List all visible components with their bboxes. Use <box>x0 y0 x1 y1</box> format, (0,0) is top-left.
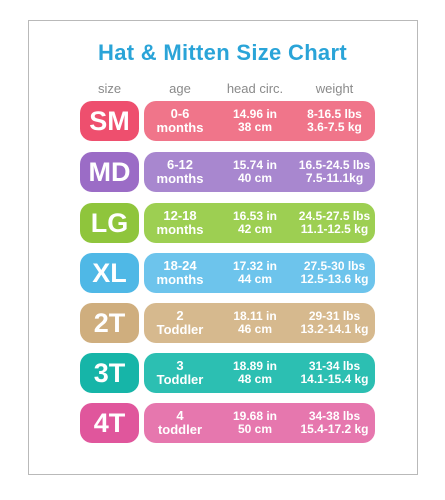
weight-kg: 3.6-7.5 kg <box>307 120 362 134</box>
weight-lbs: 8-16.5 lbs <box>307 107 362 121</box>
weight-lbs: 27.5-30 lbs <box>303 259 366 273</box>
age-value: 6-12 <box>166 157 194 172</box>
header-head-circ: head circ. <box>226 81 284 96</box>
age-unit: months <box>156 272 204 287</box>
head-circ-in: 15.74 in <box>232 158 278 172</box>
header-age: age <box>169 81 191 96</box>
head-circ-cm: 42 cm <box>237 222 273 236</box>
size-badge: XL <box>80 253 139 293</box>
age-value: 3 <box>176 358 184 373</box>
weight-kg: 14.1-15.4 kg <box>300 372 369 386</box>
head-circ-cm: 50 cm <box>237 422 273 436</box>
age-unit: months <box>156 222 204 237</box>
size-row-sm: SM 0-6 months 14.96 in 38 cm 8-16.5 lbs 3.6-7.… <box>80 101 375 141</box>
size-row-xl: XL 18-24 months 17.32 in 44 cm 27.5-30 lbs 12.… <box>80 253 375 293</box>
age-cell: 6-12 months <box>144 152 216 192</box>
weight-kg: 12.5-13.6 kg <box>300 272 369 286</box>
size-badge: 4T <box>80 403 139 443</box>
size-details: 2 Toddler 18.11 in 46 cm 29-31 lbs 13.2-14.1 … <box>144 303 375 343</box>
weight-cell: 34-38 lbs 15.4-17.2 kg <box>294 403 375 443</box>
weight-lbs: 34-38 lbs <box>308 409 361 423</box>
size-details: 6-12 months 15.74 in 40 cm 16.5-24.5 lbs 7.5-… <box>144 152 375 192</box>
size-badge: SM <box>80 101 139 141</box>
size-row-2t: 2T 2 Toddler 18.11 in 46 cm 29-31 lbs 13.2-14.… <box>80 303 375 343</box>
size-row-4t: 4T 4 toddler 19.68 in 50 cm 34-38 lbs 15.4-17.… <box>80 403 375 443</box>
size-badge: MD <box>80 152 139 192</box>
size-badge: 3T <box>80 353 139 393</box>
weight-lbs: 29-31 lbs <box>308 309 361 323</box>
age-cell: 12-18 months <box>144 203 216 243</box>
weight-kg: 13.2-14.1 kg <box>300 322 369 336</box>
weight-cell: 29-31 lbs 13.2-14.1 kg <box>294 303 375 343</box>
weight-kg: 7.5-11.1kg <box>305 171 364 185</box>
head-circ-cm: 48 cm <box>237 372 273 386</box>
age-cell: 4 toddler <box>144 403 216 443</box>
size-badge: LG <box>80 203 139 243</box>
age-unit: months <box>156 120 204 135</box>
age-unit: Toddler <box>156 322 204 337</box>
head-circ-in: 18.11 in <box>233 309 277 323</box>
size-row-3t: 3T 3 Toddler 18.89 in 48 cm 31-34 lbs 14.1-15.… <box>80 353 375 393</box>
head-circ-cm: 40 cm <box>237 171 273 185</box>
head-circ-cm: 44 cm <box>237 272 273 286</box>
head-circ-cell: 18.89 in 48 cm <box>216 353 294 393</box>
size-details: 4 toddler 19.68 in 50 cm 34-38 lbs 15.4-17.2 … <box>144 403 375 443</box>
age-value: 0-6 <box>170 106 190 121</box>
size-details: 18-24 months 17.32 in 44 cm 27.5-30 lbs 12.5-… <box>144 253 375 293</box>
age-cell: 3 Toddler <box>144 353 216 393</box>
size-details: 12-18 months 16.53 in 42 cm 24.5-27.5 lbs 11.… <box>144 203 375 243</box>
weight-kg: 15.4-17.2 kg <box>300 422 369 436</box>
age-value: 4 <box>176 408 184 423</box>
chart-title: Hat & Mitten Size Chart <box>98 40 347 65</box>
size-details: 0-6 months 14.96 in 38 cm 8-16.5 lbs 3.6-7.5 … <box>144 101 375 141</box>
head-circ-cm: 38 cm <box>237 120 273 134</box>
age-value: 2 <box>176 308 184 323</box>
age-cell: 18-24 months <box>144 253 216 293</box>
size-row-md: MD 6-12 months 15.74 in 40 cm 16.5-24.5 lbs 7.… <box>80 152 375 192</box>
age-unit: Toddler <box>156 372 204 387</box>
head-circ-cell: 18.11 in 46 cm <box>216 303 294 343</box>
size-badge: 2T <box>80 303 139 343</box>
header-size: size <box>97 81 122 96</box>
age-cell: 0-6 months <box>144 101 216 141</box>
head-circ-in: 16.53 in <box>232 209 278 223</box>
head-circ-cell: 15.74 in 40 cm <box>216 152 294 192</box>
weight-lbs: 31-34 lbs <box>308 359 361 373</box>
size-details: 3 Toddler 18.89 in 48 cm 31-34 lbs 14.1-15.4 … <box>144 353 375 393</box>
age-cell: 2 Toddler <box>144 303 216 343</box>
weight-cell: 31-34 lbs 14.1-15.4 kg <box>294 353 375 393</box>
chart-frame <box>28 20 418 475</box>
weight-cell: 24.5-27.5 lbs 11.1-12.5 kg <box>294 203 375 243</box>
age-value: 18-24 <box>163 258 197 273</box>
head-circ-in: 18.89 in <box>232 359 278 373</box>
head-circ-cm: 46 cm <box>237 322 273 336</box>
head-circ-in: 19.68 in <box>232 409 278 423</box>
head-circ-cell: 19.68 in 50 cm <box>216 403 294 443</box>
head-circ-cell: 16.53 in 42 cm <box>216 203 294 243</box>
weight-cell: 16.5-24.5 lbs 7.5-11.1kg <box>294 152 375 192</box>
weight-cell: 8-16.5 lbs 3.6-7.5 kg <box>294 101 375 141</box>
weight-cell: 27.5-30 lbs 12.5-13.6 kg <box>294 253 375 293</box>
weight-lbs: 24.5-27.5 lbs <box>298 209 371 223</box>
age-unit: months <box>156 171 204 186</box>
age-value: 12-18 <box>163 208 197 223</box>
size-row-lg: LG 12-18 months 16.53 in 42 cm 24.5-27.5 lbs 1… <box>80 203 375 243</box>
weight-kg: 11.1-12.5 kg <box>300 222 369 236</box>
head-circ-cell: 17.32 in 44 cm <box>216 253 294 293</box>
weight-lbs: 16.5-24.5 lbs <box>298 158 371 172</box>
head-circ-in: 17.32 in <box>232 259 278 273</box>
head-circ-in: 14.96 in <box>232 107 278 121</box>
age-unit: toddler <box>157 422 203 437</box>
header-weight: weight <box>315 81 354 96</box>
head-circ-cell: 14.96 in 38 cm <box>216 101 294 141</box>
